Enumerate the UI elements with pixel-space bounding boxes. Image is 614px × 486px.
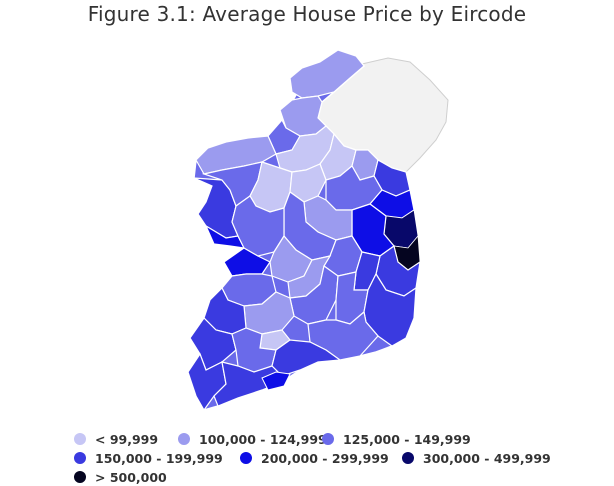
legend-label: > 500,000 <box>95 469 167 485</box>
legend-swatch <box>74 433 86 445</box>
legend-swatch <box>178 433 190 445</box>
legend-label: 300,000 - 499,999 <box>423 450 551 466</box>
legend-label: 200,000 - 299,999 <box>261 450 389 466</box>
legend-label: 100,000 - 124,999 <box>199 431 327 447</box>
legend-item[interactable]: 200,000 - 299,999 <box>240 449 389 467</box>
legend-label: 125,000 - 149,999 <box>343 431 471 447</box>
legend-item[interactable]: 150,000 - 199,999 <box>74 449 223 467</box>
legend-label: < 99,999 <box>95 431 159 447</box>
legend-item[interactable]: 300,000 - 499,999 <box>402 449 551 467</box>
legend-item[interactable]: > 500,000 <box>74 468 167 486</box>
legend-label: 150,000 - 199,999 <box>95 450 223 466</box>
chart-title: Figure 3.1: Average House Price by Eirco… <box>87 2 527 26</box>
legend-item[interactable]: < 99,999 <box>74 430 158 448</box>
legend-swatch <box>322 433 334 445</box>
legend-item[interactable]: 125,000 - 149,999 <box>322 430 471 448</box>
legend-swatch <box>402 452 414 464</box>
legend-swatch <box>74 452 86 464</box>
region-cork-city <box>261 371 291 391</box>
map-legend: < 99,999 100,000 - 124,999 125,000 - 149… <box>74 428 574 486</box>
map-container <box>187 49 449 412</box>
legend-item[interactable]: 100,000 - 124,999 <box>178 430 327 448</box>
legend-swatch <box>74 471 86 483</box>
ireland-map <box>187 49 449 412</box>
region-donegal-north <box>289 49 365 99</box>
legend-swatch <box>240 452 252 464</box>
